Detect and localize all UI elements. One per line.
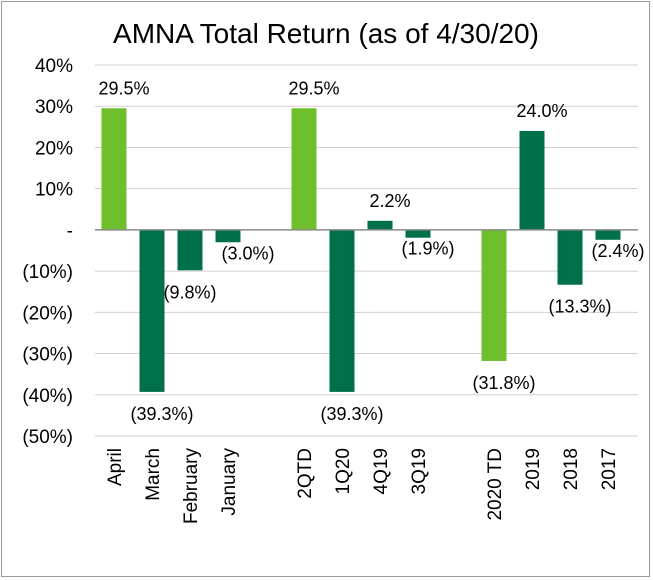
bar — [291, 108, 317, 230]
bar — [215, 229, 241, 243]
chart-title: AMNA Total Return (as of 4/30/20) — [113, 18, 539, 49]
bar — [329, 229, 355, 392]
category-label: 3Q19 — [409, 448, 430, 494]
bar — [405, 229, 431, 238]
y-tick-label: (30%) — [22, 345, 73, 366]
category-label: 2018 — [561, 448, 582, 490]
category-label: 2019 — [523, 448, 544, 490]
category-label: 2017 — [599, 448, 620, 490]
data-label: (1.9%) — [401, 239, 454, 259]
category-label: April — [105, 448, 126, 486]
y-tick-label: (50%) — [22, 427, 73, 448]
data-label: 2.2% — [369, 191, 410, 211]
y-tick-label: 30% — [35, 97, 73, 118]
bar — [519, 130, 545, 230]
data-label: (3.0%) — [221, 243, 274, 263]
bar — [139, 229, 165, 392]
data-labels: 29.5% (39.3%) (9.8%)(3.0%) 29.5% (39.3%) 2.2%… — [98, 78, 644, 424]
category-label: 1Q20 — [333, 448, 354, 494]
bar — [177, 229, 203, 271]
y-tick-label: 20% — [35, 138, 73, 159]
bar — [557, 229, 583, 285]
y-tick-label: (20%) — [22, 303, 73, 324]
data-label: (39.3%) — [320, 404, 383, 424]
category-label: 2020 TD — [485, 448, 506, 521]
category-label: 2QTD — [295, 448, 316, 499]
category-label: 4Q19 — [371, 448, 392, 494]
category-labels: April March February January 2QTD 1Q20 4Q19 3Q1… — [105, 448, 620, 525]
bar — [101, 108, 127, 230]
y-tick-label: (40%) — [22, 386, 73, 407]
data-label: (39.3%) — [130, 404, 193, 424]
y-axis-ticks: 40% 30% 20% 10% - (10%) (20%) (30%) (40%) (50%) — [22, 56, 73, 448]
data-label: (2.4%) — [591, 241, 644, 261]
y-tick-label: 10% — [35, 180, 73, 201]
category-label: March — [143, 448, 164, 501]
category-label: February — [181, 448, 202, 525]
y-tick-label: - — [67, 221, 73, 242]
data-label: (31.8%) — [472, 373, 535, 393]
category-label: January — [219, 448, 240, 516]
bars — [101, 108, 621, 392]
gridlines — [95, 64, 638, 437]
bar — [367, 220, 393, 230]
data-label: (13.3%) — [548, 297, 611, 317]
bar — [481, 229, 507, 361]
data-label: 24.0% — [516, 101, 567, 121]
y-tick-label: (10%) — [22, 262, 73, 283]
bar — [595, 229, 621, 240]
data-label: 29.5% — [98, 78, 149, 98]
data-label: (9.8%) — [163, 282, 216, 302]
y-tick-label: 40% — [35, 56, 73, 77]
data-label: 29.5% — [288, 78, 339, 98]
